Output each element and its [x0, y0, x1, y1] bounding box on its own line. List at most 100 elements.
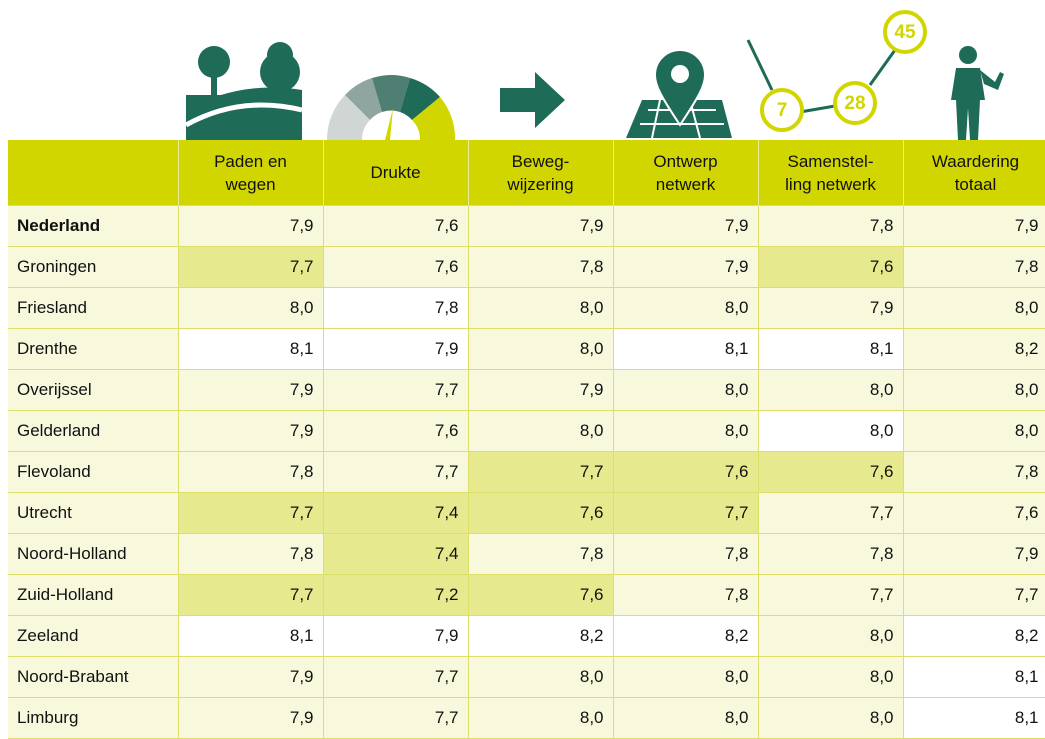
- score-cell: 7,6: [612, 451, 759, 493]
- header-row: Paden en wegen Drukte Beweg- wijzering Ontw…: [8, 140, 1045, 206]
- score-cell: 7,9: [177, 369, 324, 411]
- table-row: Zuid-Holland 7,7 7,2 7,6 7,8 7,7 7,7: [8, 574, 1045, 616]
- score-cell: 8,0: [612, 656, 759, 698]
- table-row: Drenthe 8,1 7,9 8,0 8,1 8,1 8,2: [8, 328, 1045, 370]
- score-cell: 7,9: [177, 656, 324, 698]
- table-row: Zeeland 8,1 7,9 8,2 8,2 8,0 8,2: [8, 615, 1045, 657]
- table-row: Flevoland 7,8 7,7 7,7 7,6 7,6 7,8: [8, 451, 1045, 493]
- table-body: Nederland 7,9 7,6 7,9 7,9 7,8 7,9 Groningen 7,7 7…: [8, 205, 1045, 739]
- score-cell: 8,0: [902, 369, 1045, 411]
- score-cell: 7,8: [467, 533, 614, 575]
- score-cell: 7,8: [177, 451, 324, 493]
- score-cell: 7,2: [322, 574, 469, 616]
- network-number: 45: [894, 22, 916, 43]
- score-cell: 7,9: [902, 205, 1045, 247]
- network-number: 7: [777, 100, 788, 121]
- score-cell: 7,8: [902, 451, 1045, 493]
- score-cell: 8,0: [467, 410, 614, 452]
- score-cell: 7,6: [467, 492, 614, 534]
- table-row: Nederland 7,9 7,6 7,9 7,9 7,8 7,9: [8, 205, 1045, 247]
- score-cell: 8,0: [757, 410, 904, 452]
- network-nodes: [760, 10, 927, 132]
- table-row: Gelderland 7,9 7,6 8,0 8,0 8,0 8,0: [8, 410, 1045, 452]
- score-cell: 7,9: [612, 246, 759, 288]
- score-cell: 7,8: [322, 287, 469, 329]
- region-name: Zuid-Holland: [8, 574, 179, 616]
- region-name: Groningen: [8, 246, 179, 288]
- score-cell: 8,1: [902, 697, 1045, 739]
- score-cell: 8,0: [612, 369, 759, 411]
- score-cell: 8,0: [612, 287, 759, 329]
- score-cell: 7,7: [322, 451, 469, 493]
- table-row: Utrecht 7,7 7,4 7,6 7,7 7,7 7,6: [8, 492, 1045, 534]
- score-cell: 8,0: [612, 697, 759, 739]
- score-cell: 7,8: [612, 574, 759, 616]
- column-header: Ontwerp netwerk: [613, 140, 759, 206]
- column-header: Samenstel- ling netwerk: [758, 140, 904, 206]
- region-name: Drenthe: [8, 328, 179, 370]
- score-cell: 7,8: [902, 246, 1045, 288]
- score-cell: 8,1: [177, 615, 324, 657]
- region-name: Nederland: [8, 205, 179, 247]
- table-row: Noord-Holland 7,8 7,4 7,8 7,8 7,8 7,9: [8, 533, 1045, 575]
- table-row: Friesland 8,0 7,8 8,0 8,0 7,9 8,0: [8, 287, 1045, 329]
- score-cell: 7,8: [467, 246, 614, 288]
- score-cell: 7,4: [322, 533, 469, 575]
- score-cell: 8,0: [467, 656, 614, 698]
- region-name: Gelderland: [8, 410, 179, 452]
- header-icons: 7 28 45: [184, 10, 1004, 140]
- table-row: Groningen 7,7 7,6 7,8 7,9 7,6 7,8: [8, 246, 1045, 288]
- score-cell: 7,6: [322, 410, 469, 452]
- score-cell: 8,0: [467, 328, 614, 370]
- score-cell: 7,7: [322, 656, 469, 698]
- score-cell: 8,0: [757, 369, 904, 411]
- score-cell: 8,2: [612, 615, 759, 657]
- score-cell: 8,2: [902, 615, 1045, 657]
- table-row: Overijssel 7,9 7,7 7,9 8,0 8,0 8,0: [8, 369, 1045, 411]
- score-cell: 7,6: [322, 205, 469, 247]
- score-cell: 7,8: [757, 205, 904, 247]
- score-cell: 7,9: [177, 410, 324, 452]
- score-cell: 8,0: [467, 697, 614, 739]
- score-cell: 7,7: [177, 246, 324, 288]
- score-cell: 8,1: [902, 656, 1045, 698]
- score-cell: 7,7: [612, 492, 759, 534]
- region-name: Zeeland: [8, 615, 179, 657]
- score-cell: 7,8: [177, 533, 324, 575]
- score-cell: 7,7: [467, 451, 614, 493]
- region-name: Limburg: [8, 697, 179, 739]
- column-header: Paden en wegen: [178, 140, 324, 206]
- score-cell: 7,4: [322, 492, 469, 534]
- network-number: 28: [844, 93, 865, 114]
- score-cell: 7,7: [757, 492, 904, 534]
- header-cell: [8, 140, 179, 206]
- score-cell: 7,6: [757, 246, 904, 288]
- score-cell: 8,0: [467, 287, 614, 329]
- score-cell: 7,9: [467, 369, 614, 411]
- tree-path: [184, 102, 303, 128]
- column-header: Beweg- wijzering: [468, 140, 614, 206]
- score-cell: 7,9: [902, 533, 1045, 575]
- score-cell: 7,8: [612, 533, 759, 575]
- table-row: Noord-Brabant 7,9 7,7 8,0 8,0 8,0 8,1: [8, 656, 1045, 698]
- score-cell: 7,7: [177, 574, 324, 616]
- network-icon: [746, 39, 897, 114]
- score-cell: 8,0: [757, 656, 904, 698]
- score-cell: 7,7: [322, 369, 469, 411]
- score-cell: 8,1: [177, 328, 324, 370]
- score-cell: 7,7: [177, 492, 324, 534]
- score-cell: 8,1: [757, 328, 904, 370]
- score-cell: 7,7: [902, 574, 1045, 616]
- region-name: Friesland: [8, 287, 179, 329]
- region-name: Noord-Holland: [8, 533, 179, 575]
- table-row: Limburg 7,9 7,7 8,0 8,0 8,0 8,1: [8, 697, 1045, 739]
- score-cell: 7,6: [322, 246, 469, 288]
- score-cell: 8,2: [902, 328, 1045, 370]
- region-name: Flevoland: [8, 451, 179, 493]
- score-cell: 8,0: [757, 615, 904, 657]
- score-cell: 7,9: [177, 697, 324, 739]
- score-cell: 7,9: [467, 205, 614, 247]
- score-cell: 7,6: [902, 492, 1045, 534]
- score-cell: 7,6: [467, 574, 614, 616]
- score-cell: 8,0: [902, 287, 1045, 329]
